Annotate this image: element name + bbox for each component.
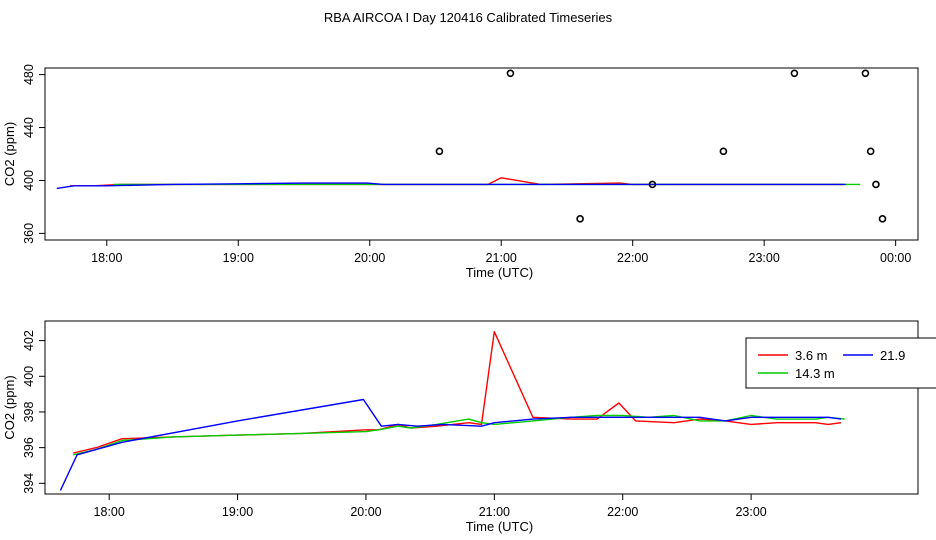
x-tick-label: 21:00 xyxy=(479,505,510,519)
x-tick-label: 19:00 xyxy=(222,505,253,519)
x-tick-label: 00:00 xyxy=(880,251,911,265)
x-axis-label: Time (UTC) xyxy=(466,265,533,280)
y-axis-label: CO2 (ppm) xyxy=(2,375,17,439)
outlier-point xyxy=(719,147,728,156)
x-axis-label: Time (UTC) xyxy=(466,519,533,534)
series-line-14-3-m xyxy=(73,414,845,456)
outlier-point xyxy=(861,69,870,78)
outlier-point xyxy=(872,180,880,189)
series-line-2 xyxy=(56,182,846,190)
chart-title: RBA AIRCOA I Day 120416 Calibrated Times… xyxy=(324,10,613,25)
y-tick-label: 440 xyxy=(22,117,36,138)
legend-box xyxy=(745,337,936,389)
y-tick-label: 360 xyxy=(22,223,36,244)
x-tick-label: 23:00 xyxy=(749,251,780,265)
outlier-point xyxy=(790,69,799,78)
outlier-point xyxy=(576,215,584,223)
y-tick-label: 480 xyxy=(22,64,36,85)
y-tick-label: 402 xyxy=(22,330,36,351)
legend-label: 14.3 m xyxy=(795,366,835,381)
y-tick-label: 398 xyxy=(22,401,36,422)
outlier-point xyxy=(866,147,875,156)
x-tick-label: 18:00 xyxy=(94,505,125,519)
y-tick-label: 394 xyxy=(22,473,36,494)
y-tick-label: 400 xyxy=(22,366,36,387)
series-line-3-6-m xyxy=(73,331,842,454)
x-tick-label: 22:00 xyxy=(617,251,648,265)
bottom-panel: 18:00 19:00 20:00 21:00 22:00 23:00 394 396 398 4… xyxy=(2,320,936,534)
x-tick-label: 23:00 xyxy=(735,505,766,519)
x-tick-label: 20:00 xyxy=(350,505,381,519)
y-tick-label: 400 xyxy=(22,170,36,191)
x-tick-label: 18:00 xyxy=(91,251,122,265)
x-tick-label: 21:00 xyxy=(486,251,517,265)
plot-frame xyxy=(44,67,919,241)
y-axis-label: CO2 (ppm) xyxy=(2,122,17,186)
legend: 3.6 m 21.9 14.3 m xyxy=(745,337,936,389)
x-tick-label: 19:00 xyxy=(223,251,254,265)
top-panel: 18:00 19:00 20:00 21:00 22:00 23:00 00:00 360 40… xyxy=(2,64,919,280)
legend-label: 3.6 m xyxy=(795,348,828,363)
x-tick-label: 20:00 xyxy=(354,251,385,265)
series-line-21-9 xyxy=(59,398,842,491)
outlier-point xyxy=(506,69,515,78)
y-tick-label: 396 xyxy=(22,437,36,458)
legend-label: 21.9 xyxy=(880,348,905,363)
outlier-point xyxy=(435,147,444,156)
outlier-point xyxy=(878,215,887,223)
outlier-point xyxy=(648,180,657,189)
x-tick-label: 22:00 xyxy=(607,505,638,519)
plot-frame xyxy=(44,320,919,495)
